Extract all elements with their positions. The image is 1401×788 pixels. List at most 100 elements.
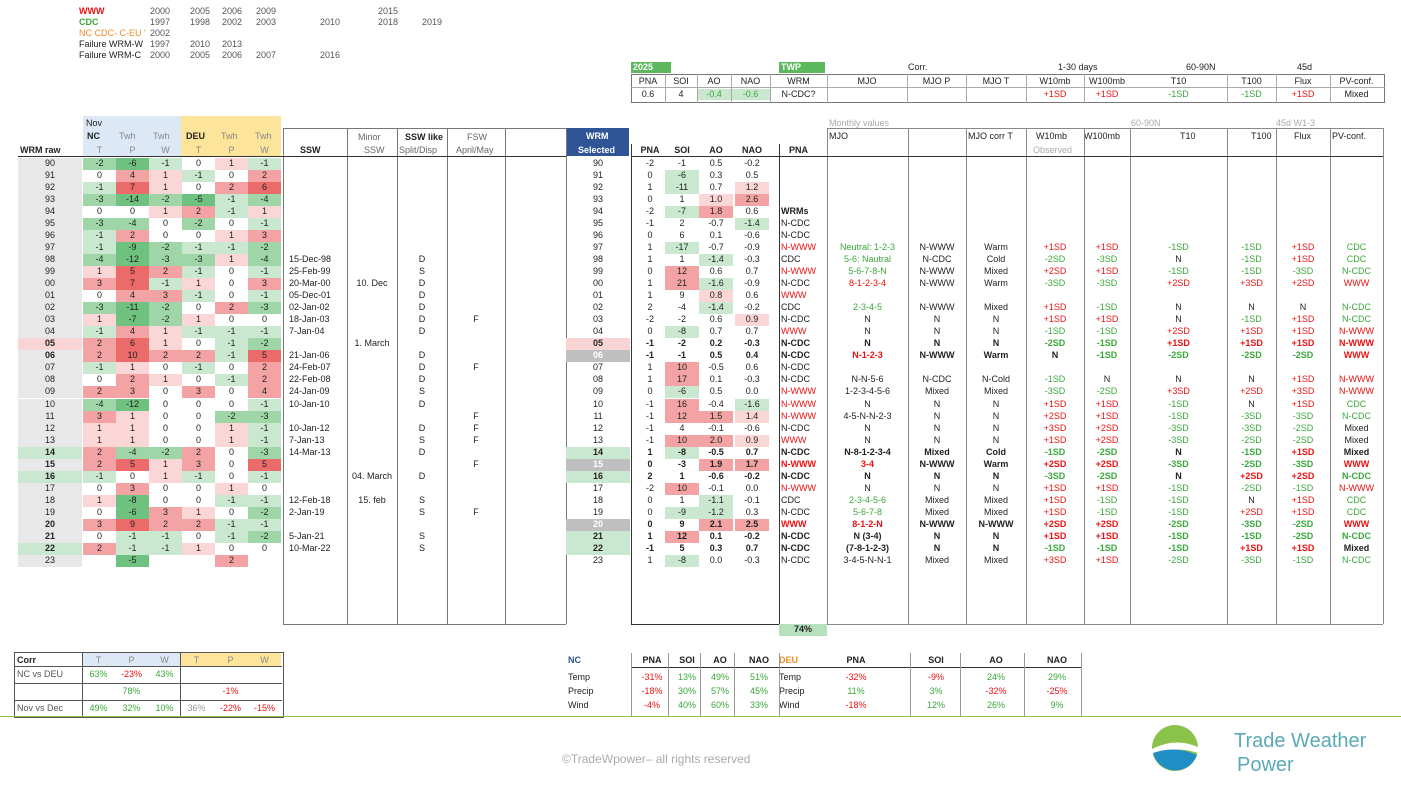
deu-corr-row-label: Temp xyxy=(779,672,802,682)
corr-col-header: P xyxy=(128,655,135,665)
mjo-phase: 5-6-7-8-N xyxy=(848,265,887,276)
strat-value: N xyxy=(1248,374,1255,385)
strat-value: -2SD xyxy=(1096,386,1118,397)
strat-value: +1SD xyxy=(1240,338,1263,349)
nc-cell: 0 xyxy=(96,531,102,542)
d45-w13-label: 45d W1-3 xyxy=(1276,118,1316,128)
nc-twh-w: Twh xyxy=(153,131,170,141)
strat-value: +1SD xyxy=(1291,314,1315,325)
divider xyxy=(1330,128,1331,624)
divider xyxy=(1130,128,1131,624)
nc-cell: -14 xyxy=(116,193,149,206)
strat-value: +2SD xyxy=(1095,422,1119,433)
ssw-like: D xyxy=(418,362,426,373)
sel-value: 1 xyxy=(647,181,653,192)
wrm-raw-year: 12 xyxy=(18,422,82,435)
ssw-like: S xyxy=(418,543,425,554)
divider xyxy=(1330,74,1331,103)
sel-value: 0.1 xyxy=(709,531,723,542)
deu-cell: -1 xyxy=(215,326,248,339)
nc-cell: 7 xyxy=(116,278,149,290)
strat-value: -3SD xyxy=(1292,458,1314,469)
strat-value: +2SD xyxy=(1095,458,1119,469)
mjo-p: N-WWW xyxy=(919,350,955,361)
mjo-p: Mixed xyxy=(924,386,949,397)
sel-value: 0 xyxy=(647,458,653,469)
deu-cell: 2 xyxy=(215,555,248,568)
nc-cell: -1 xyxy=(83,181,116,194)
pv-conf: N-CDC xyxy=(1342,531,1371,542)
sel-value: -1 xyxy=(677,350,686,361)
strat-value: -3SD xyxy=(1096,253,1118,264)
divider xyxy=(1024,653,1025,716)
corr-deu-bg xyxy=(180,653,281,666)
fsw: F xyxy=(473,314,479,325)
deu-twh-p: Twh xyxy=(221,131,238,141)
ssw-like: D xyxy=(418,326,426,337)
pv-conf: WWW xyxy=(1343,350,1370,361)
strat-value: -1SD xyxy=(1168,410,1189,421)
top-value: Mixed xyxy=(1344,89,1369,99)
deu-cell: 1 xyxy=(215,253,248,266)
divider xyxy=(668,653,669,716)
nc-cell: 1 xyxy=(116,434,149,447)
ssw-date: 02-Jan-02 xyxy=(289,302,330,313)
deu-cell: -1 xyxy=(248,434,281,447)
pv-conf: Mixed xyxy=(1344,422,1369,433)
sel-value: 0.5 xyxy=(709,386,723,397)
mjo-phase: N xyxy=(864,434,871,445)
wrm-raw-year: 92 xyxy=(18,181,82,194)
minor-ssw: 04. March xyxy=(351,470,393,481)
mjo-p: N xyxy=(933,531,941,542)
sel-value: 0.7 xyxy=(745,543,759,554)
wrm-selected-label2: Selected xyxy=(578,145,616,155)
sel-value: 0.0 xyxy=(745,482,759,493)
strat-value: +1SD xyxy=(1291,253,1315,264)
corr-value: 36% xyxy=(187,703,206,713)
strat-value: +2SD xyxy=(1291,278,1315,288)
nc-cell: 1 xyxy=(83,494,116,507)
deu-cell: -1 xyxy=(248,265,281,278)
fsw: F xyxy=(473,458,479,469)
ssw-date: 10-Jan-10 xyxy=(289,398,330,409)
sel-value: 10 xyxy=(665,434,699,447)
deu-cell: 2 xyxy=(182,350,215,363)
pv-conf: N-CDC xyxy=(1342,555,1371,566)
deu-cell xyxy=(182,555,215,567)
deu-corr-row-label: Wind xyxy=(779,700,800,710)
strat-value: +1SD xyxy=(1240,543,1263,554)
mjo-t: N xyxy=(992,398,1000,409)
wrm-selected-year: 21 xyxy=(566,531,630,544)
sel-value: -0.3 xyxy=(744,555,760,566)
strat-value: -2SD xyxy=(1168,350,1189,361)
mjo-t: Warm xyxy=(984,241,1008,252)
wrm-type: CDC xyxy=(781,302,801,313)
deu-cell: -2 xyxy=(248,241,281,254)
sel-value: -2 xyxy=(677,338,686,349)
wrm-selected-year: 06 xyxy=(566,350,630,363)
wrm-selected-year: 02 xyxy=(592,302,603,313)
wrm-selected-year: 92 xyxy=(592,181,603,192)
divider xyxy=(18,156,283,157)
deu-cell: 0 xyxy=(228,446,234,457)
ssw-date: 5-Jan-21 xyxy=(289,531,325,542)
deu-corr-value: 26% xyxy=(986,700,1005,710)
fsw: F xyxy=(473,506,479,517)
nc-corr-value: -31% xyxy=(641,672,663,682)
wrm-selected-year: 08 xyxy=(592,374,603,385)
wrm-type: N-CDC xyxy=(781,278,810,288)
sel-value: -0.3 xyxy=(744,253,760,264)
deu-cell: 0 xyxy=(261,543,267,554)
strat-value: N xyxy=(1175,470,1182,481)
nc-cell: 1 xyxy=(149,374,182,387)
corr-value: -15% xyxy=(253,703,275,713)
ssw-like: D xyxy=(418,398,426,409)
sel-value: -3 xyxy=(677,458,686,469)
sel-value: 9 xyxy=(679,290,685,301)
sel-value: 0.6 xyxy=(745,362,759,373)
deu-cell: -1 xyxy=(182,241,215,254)
sel-value: 1 xyxy=(647,555,653,566)
deu-cell: 0 xyxy=(228,458,234,469)
legend-year: 1997 xyxy=(150,17,171,27)
sel-value: 1 xyxy=(647,446,653,457)
